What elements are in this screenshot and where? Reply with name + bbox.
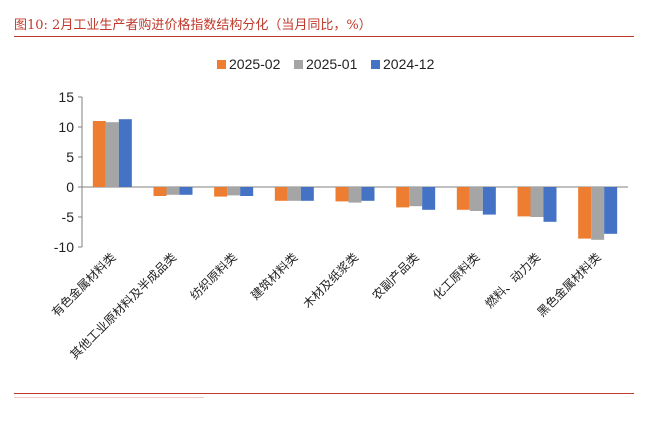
- bar: [227, 187, 241, 196]
- y-tick-label: 0: [66, 179, 74, 195]
- bar: [118, 119, 132, 187]
- bar: [482, 187, 496, 215]
- legend-label: 2025-02: [229, 56, 281, 72]
- title-rule: [14, 36, 634, 37]
- y-tick-label: 10: [58, 119, 74, 135]
- bar: [409, 187, 423, 207]
- legend-label: 2024-12: [383, 56, 435, 72]
- bar: [179, 187, 193, 195]
- bar: [456, 187, 470, 210]
- y-tick-label: 5: [66, 149, 74, 165]
- legend-label: 2025-01: [306, 56, 358, 72]
- category-label: 其他工业原材料及半成品类: [67, 250, 179, 362]
- category-label: 有色金属材料类: [48, 250, 118, 320]
- category-label: 化工原料类: [430, 250, 482, 302]
- bar: [348, 187, 362, 203]
- category-label: 木材及纸浆类: [300, 250, 362, 312]
- bar-chart: 2025-02 2025-01 2024-12 15 10 5 0 -5 -10 有色金属材料…: [48, 56, 628, 362]
- bar: [604, 187, 618, 234]
- bar: [469, 187, 483, 211]
- bar: [274, 187, 288, 201]
- y-tick-label: -10: [54, 239, 74, 255]
- bar: [166, 187, 180, 195]
- bar: [105, 122, 119, 187]
- bar: [300, 187, 314, 201]
- category-label: 燃料、动力类: [482, 250, 544, 312]
- legend-swatch: [371, 60, 380, 69]
- axes: 15 10 5 0 -5 -10: [54, 89, 628, 255]
- legend-swatch: [294, 60, 303, 69]
- footer-rule-faint: [14, 397, 204, 398]
- y-tick-label: 15: [58, 89, 74, 105]
- legend: 2025-02 2025-01 2024-12: [217, 56, 435, 72]
- bar: [240, 187, 254, 196]
- bar: [422, 187, 436, 210]
- bar: [335, 187, 349, 202]
- footer-rule: [14, 393, 634, 394]
- bar: [361, 187, 375, 201]
- bar: [92, 121, 106, 187]
- bar: [543, 187, 557, 222]
- y-tick-label: -5: [62, 209, 75, 225]
- bar: [153, 187, 167, 196]
- bar: [287, 187, 301, 201]
- category-label: 纺织原料类: [187, 250, 239, 302]
- bar: [214, 187, 228, 197]
- bar: [530, 187, 544, 217]
- legend-swatch: [217, 60, 226, 69]
- bar: [517, 187, 531, 217]
- bars: [92, 119, 618, 240]
- category-label: 黑色金属材料类: [534, 250, 604, 320]
- bar: [591, 187, 605, 240]
- chart-title: 图10: 2月工业生产者购进价格指数结构分化（当月同比，%）: [14, 18, 372, 33]
- category-label: 建筑材料类: [247, 250, 300, 303]
- category-label: 农副产品类: [369, 250, 421, 302]
- bar: [396, 187, 410, 208]
- bar: [578, 187, 592, 239]
